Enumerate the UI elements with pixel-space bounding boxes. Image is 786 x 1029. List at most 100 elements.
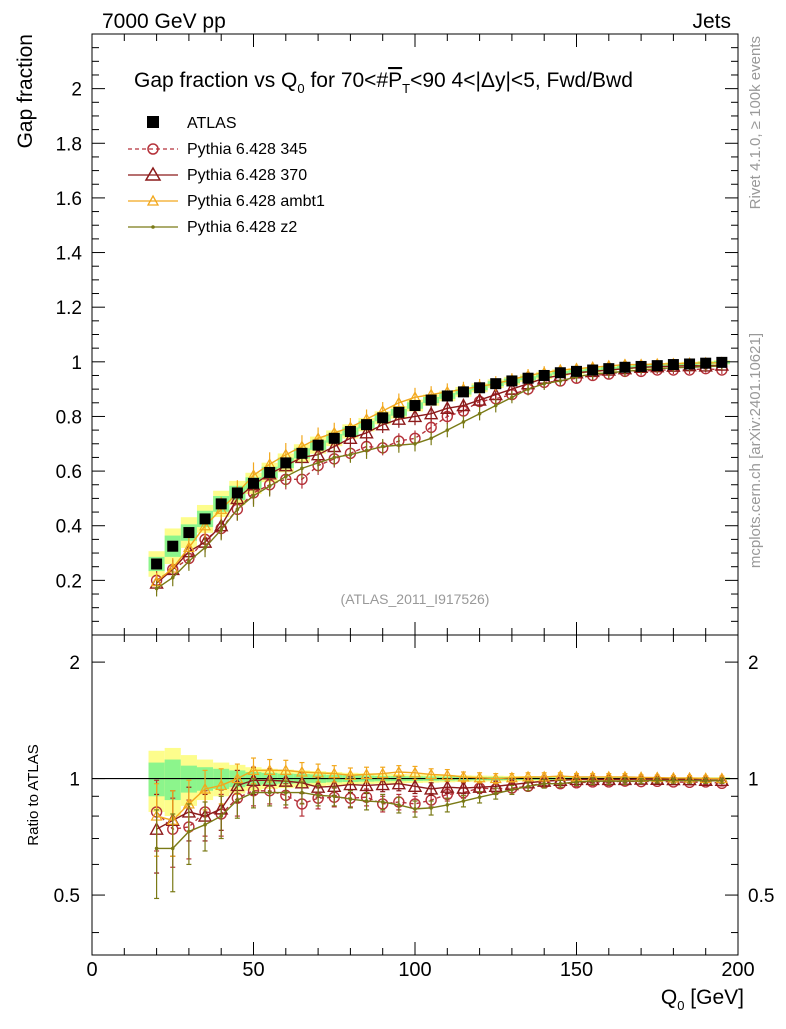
x-axis-title-b: [GeV] (684, 986, 744, 1009)
series-point-z2 (332, 455, 337, 460)
ratio-point-ambt1 (473, 771, 486, 783)
series-point-z2 (429, 436, 433, 441)
series-point-z2 (316, 461, 320, 465)
x-axis-title-sub: 0 (677, 998, 684, 1013)
ratio-point-p370 (359, 777, 374, 792)
data-point-atlas (587, 364, 599, 376)
x-axis-title: Q0 [GeV] (661, 986, 744, 1013)
series-point-z2 (348, 452, 353, 457)
data-point-atlas (474, 382, 486, 394)
x-tick-label: 100 (398, 959, 431, 981)
x-axis-title-a: Q (661, 986, 677, 1009)
series-point-p370 (423, 406, 439, 420)
legend-marker-370 (144, 166, 162, 181)
data-point-atlas (490, 378, 502, 390)
ratio-point-z2 (397, 803, 401, 807)
ratio-point-z2 (461, 799, 466, 803)
series-point-z2 (300, 466, 304, 471)
ratio-point-p370 (375, 777, 390, 791)
series-point-z2 (461, 420, 466, 424)
data-point-atlas (667, 359, 679, 371)
ratio-point-ambt1 (360, 768, 373, 780)
ratio-point-p370 (407, 778, 423, 793)
ratio-point-ambt1 (231, 772, 244, 784)
ratio-point-z2 (284, 790, 288, 795)
series-point-z2 (235, 507, 240, 512)
title-part-b: for 70<# (305, 69, 389, 92)
series-point-z2 (510, 395, 514, 400)
x-tick-label: 0 (86, 959, 97, 981)
data-point-atlas (377, 412, 389, 424)
ratio-point-z2 (671, 778, 676, 783)
ratio-point-z2 (687, 778, 692, 783)
ratio-point-z2 (477, 795, 482, 800)
ratio-point-z2 (558, 781, 563, 786)
header-energy: 7000 GeV pp (102, 10, 226, 33)
ratio-point-z2 (267, 790, 272, 795)
series-point-ambt1 (182, 541, 195, 553)
series-point-p370 (391, 411, 407, 425)
ratio-point-z2 (187, 829, 191, 834)
ratio-point-z2 (607, 779, 611, 783)
legend: ATLAS Pythia 6.428 345 Pythia 6.428 370 … (128, 115, 325, 236)
ratio-point-ambt1 (215, 779, 228, 791)
series-point-z2 (477, 411, 482, 416)
series-point-z2 (542, 381, 546, 386)
series-point-p370 (440, 400, 455, 414)
y-tick-label: 0.4 (56, 517, 83, 538)
plot-title: Gap fraction vs Q0 for 70<#PT<90 4<|Δy|<… (134, 69, 633, 96)
series-point-p370 (359, 425, 374, 439)
data-point-atlas (506, 375, 518, 387)
data-point-atlas (716, 356, 728, 368)
data-point-atlas (651, 360, 663, 372)
series-point-ambt1 (392, 396, 405, 408)
data-point-atlas (635, 360, 647, 372)
series-point-z2 (170, 575, 175, 580)
header-process: Jets (692, 10, 731, 33)
ratio-point-z2 (154, 846, 159, 851)
ratio-point-ambt1 (312, 766, 325, 778)
y-tick-label: 1.6 (56, 189, 82, 210)
side-label-mcplots: mcplots.cern.ch [arXiv:2401.10621] (747, 333, 764, 568)
x-tick-label: 50 (242, 959, 264, 981)
ratio-point-p370 (440, 779, 455, 793)
ratio-y-axis-title: Ratio to ATLAS (25, 744, 42, 845)
series-point-z2 (493, 403, 498, 408)
data-point-atlas (248, 477, 259, 489)
ratio-point-ambt1 (392, 765, 405, 777)
legend-marker-z2 (151, 225, 155, 229)
data-point-atlas (199, 513, 211, 525)
data-point-atlas (344, 425, 356, 437)
y-tick-label: 1.4 (56, 244, 83, 265)
ratio-point-p370 (456, 780, 471, 794)
ratio-point-z2 (510, 788, 514, 792)
ratio-point-p370 (391, 776, 407, 790)
ratio-point-z2 (332, 794, 337, 799)
x-tick-label: 200 (721, 959, 754, 981)
series-point-z2 (445, 428, 450, 432)
title-part-c: <90 4<|Δy|<5, Fwd/Bwd (410, 69, 633, 92)
series-point-z2 (267, 484, 272, 488)
y-tick-label: 2 (71, 80, 82, 101)
ratio-y-tick-label-right: 2 (748, 653, 759, 674)
legend-marker-atlas (147, 116, 159, 128)
ratio-point-ambt1 (295, 765, 308, 777)
data-point-atlas (280, 457, 292, 469)
data-point-atlas (409, 400, 421, 412)
legend-label-ambt1: Pythia 6.428 ambt1 (187, 193, 325, 210)
ratio-y-tick-label-left: 2 (69, 653, 80, 674)
ratio-point-z2 (235, 798, 240, 802)
data-point-atlas (167, 540, 179, 552)
title-sub-a: 0 (297, 81, 304, 96)
ratio-y-tick-label-left: 0.5 (54, 886, 80, 907)
y-tick-label: 0.6 (56, 462, 82, 483)
ratio-point-z2 (380, 800, 385, 804)
ratio-point-z2 (348, 797, 353, 801)
data-point-atlas (571, 365, 582, 377)
data-point-atlas (457, 386, 469, 398)
data-point-atlas (619, 361, 631, 373)
series-point-p370 (375, 417, 390, 431)
series-point-z2 (203, 545, 207, 550)
ratio-point-z2 (493, 791, 498, 796)
